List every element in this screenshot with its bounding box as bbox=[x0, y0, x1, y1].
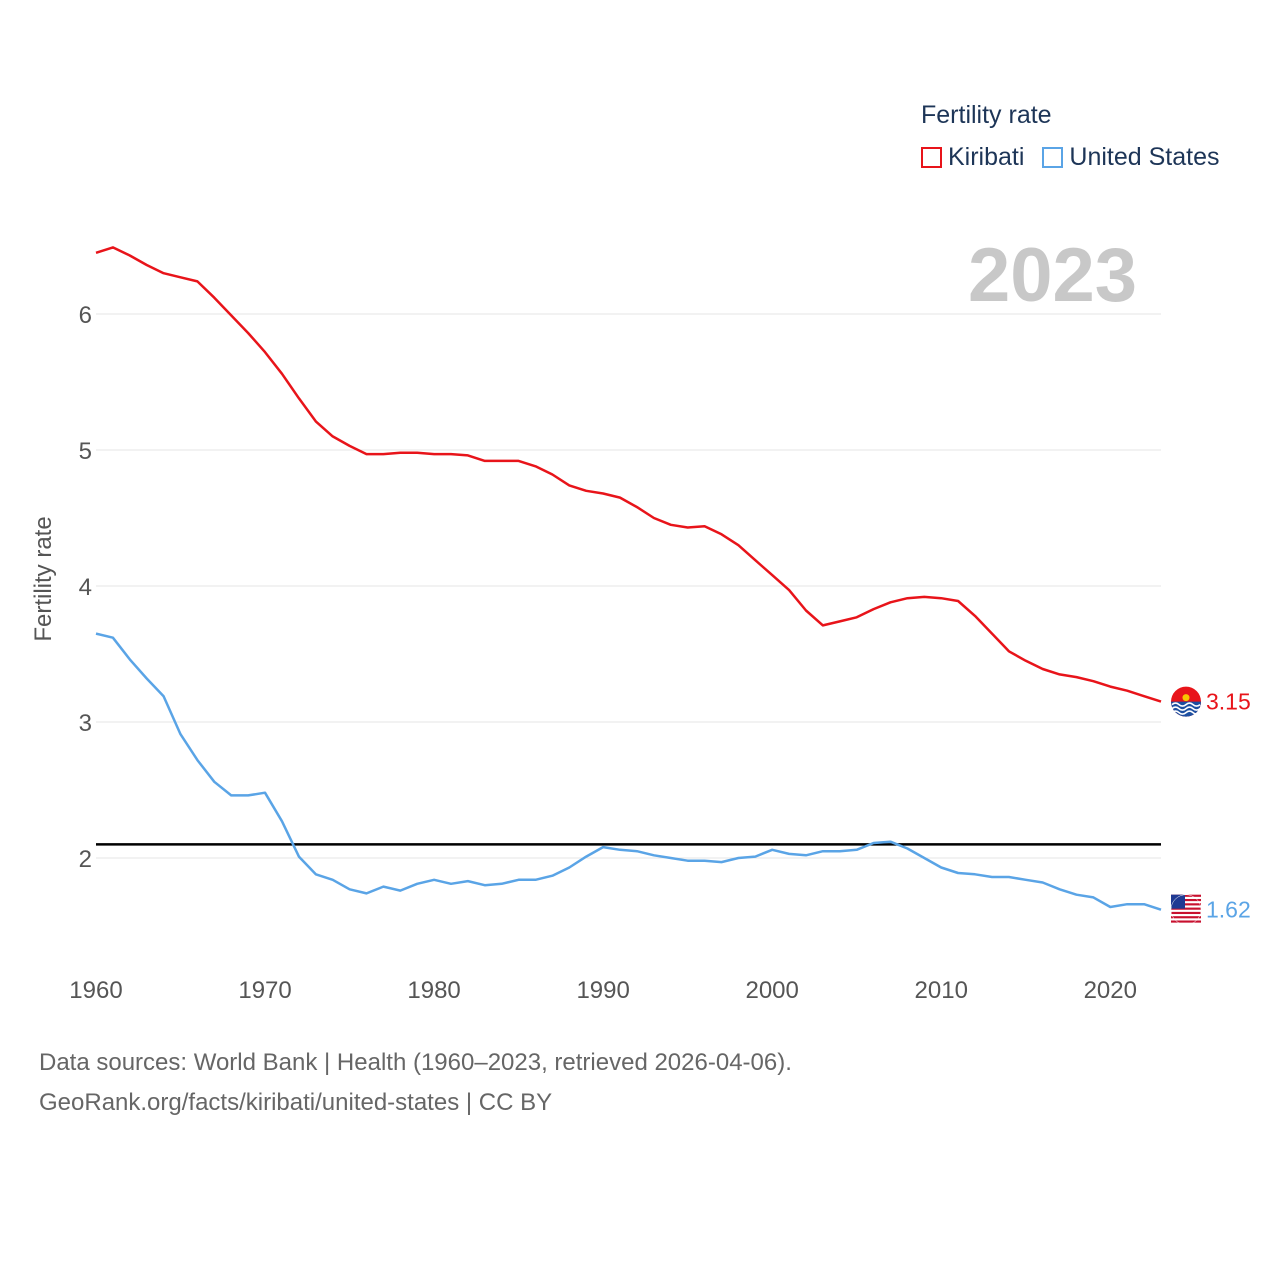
x-tick-label: 1970 bbox=[238, 977, 291, 1004]
end-label-united-states: 1.62 bbox=[1206, 897, 1251, 923]
legend-label-united-states: United States bbox=[1069, 143, 1220, 171]
legend-swatch-united-states bbox=[1042, 147, 1064, 168]
x-axis-ticks: 1960 1970 1980 1990 2000 2010 2020 bbox=[69, 977, 1137, 1004]
footer: Data sources: World Bank | Health (1960–… bbox=[39, 1043, 792, 1123]
y-axis-label: Fertility rate bbox=[30, 516, 57, 641]
footer-link[interactable]: GeoRank.org/facts/kiribati/united-states… bbox=[39, 1089, 553, 1116]
y-tick-label: 4 bbox=[79, 574, 92, 601]
legend-label-kiribati: Kiribati bbox=[948, 143, 1025, 171]
series-line-united-states bbox=[95, 632, 1162, 911]
x-tick-label: 1960 bbox=[69, 977, 122, 1004]
footer-sources: Data sources: World Bank | Health (1960–… bbox=[39, 1049, 792, 1076]
end-label-kiribati: 3.15 bbox=[1206, 689, 1251, 715]
year-watermark: 2023 bbox=[968, 233, 1138, 318]
y-tick-label: 3 bbox=[79, 710, 92, 737]
x-tick-label: 1980 bbox=[407, 977, 460, 1004]
legend-item-kiribati[interactable]: Kiribati bbox=[921, 143, 1024, 172]
legend: Kiribati United States bbox=[921, 143, 1238, 172]
legend-title: Fertility rate bbox=[921, 101, 1052, 129]
legend-item-united-states[interactable]: United States bbox=[1042, 143, 1220, 172]
y-axis-ticks: 2 3 4 5 6 bbox=[79, 302, 92, 873]
y-tick-label: 6 bbox=[79, 302, 92, 329]
flag-icon-kiribati bbox=[1171, 686, 1201, 717]
x-tick-label: 2010 bbox=[915, 977, 968, 1004]
x-tick-label: 1990 bbox=[576, 977, 629, 1004]
x-tick-label: 2000 bbox=[745, 977, 798, 1004]
x-tick-label: 2020 bbox=[1084, 977, 1137, 1004]
flag-icon-united-states bbox=[1170, 894, 1202, 925]
legend-swatch-kiribati bbox=[921, 147, 942, 168]
y-tick-label: 5 bbox=[79, 438, 92, 465]
gridlines bbox=[96, 313, 1161, 859]
series-lines bbox=[95, 246, 1162, 911]
series-line-kiribati bbox=[95, 246, 1162, 703]
y-tick-label: 2 bbox=[79, 846, 92, 873]
end-labels: 3.15 1.62 bbox=[1170, 686, 1251, 925]
